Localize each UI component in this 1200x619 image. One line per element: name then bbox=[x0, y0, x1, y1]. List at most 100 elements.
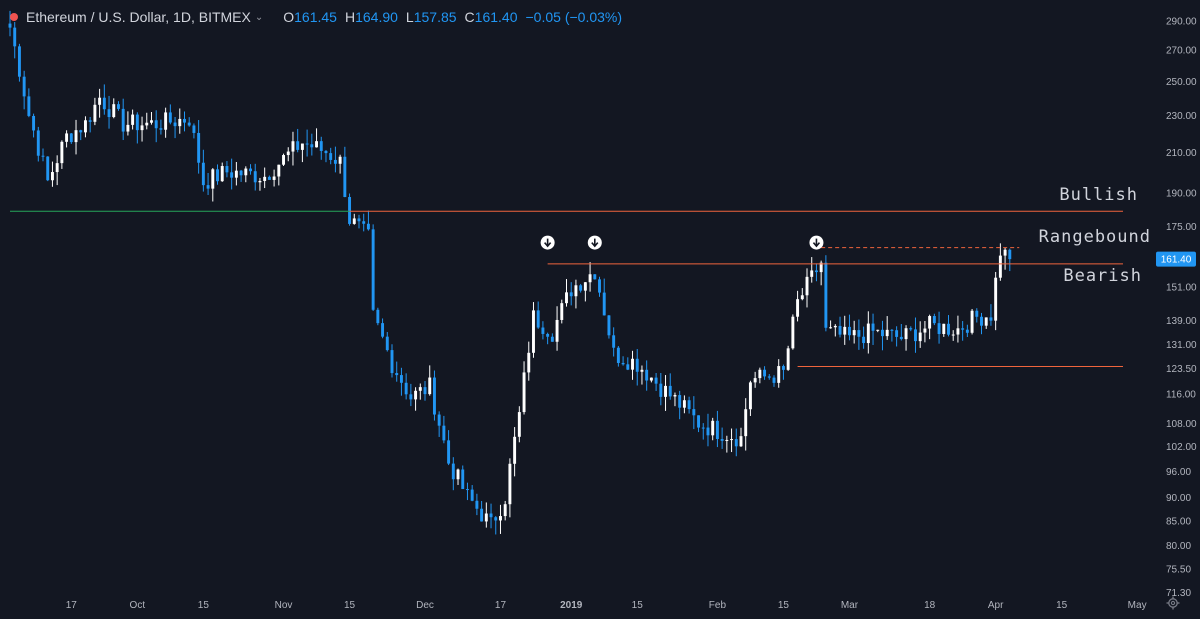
y-tick-label: 96.00 bbox=[1166, 467, 1191, 478]
candle-body bbox=[536, 310, 540, 328]
candle-body bbox=[843, 326, 847, 335]
candle-body bbox=[626, 364, 630, 370]
candle-body bbox=[673, 395, 677, 397]
candle-body bbox=[692, 409, 696, 416]
candle-body bbox=[399, 375, 403, 383]
candle-body bbox=[17, 46, 21, 77]
candle-body bbox=[984, 317, 988, 326]
x-tick-label: Mar bbox=[841, 600, 859, 611]
candle-body bbox=[338, 156, 342, 164]
candle-body bbox=[385, 336, 389, 351]
candle-body bbox=[201, 162, 205, 186]
candle-body bbox=[687, 400, 691, 410]
candle-body bbox=[612, 335, 616, 348]
y-tick-label: 71.30 bbox=[1166, 588, 1191, 599]
symbol-title[interactable]: Ethereum / U.S. Dollar, 1D, BITMEX bbox=[26, 9, 251, 25]
candle-body bbox=[616, 347, 620, 363]
candle-body bbox=[258, 180, 262, 183]
candle-body bbox=[145, 122, 149, 126]
x-axis: 17 Oct 15 Nov 15 Dec 17 2019 15 Feb 15 Mar 18 Apr 15 Ma… bbox=[66, 600, 1147, 611]
candle-body bbox=[22, 76, 26, 97]
candle-body bbox=[720, 439, 724, 441]
candle-body bbox=[150, 120, 153, 123]
candle-body bbox=[348, 197, 352, 224]
candle-body bbox=[32, 115, 36, 131]
candle-body bbox=[315, 141, 319, 148]
candle-body bbox=[753, 378, 757, 383]
candle-body bbox=[362, 221, 366, 224]
candle-body bbox=[1003, 249, 1007, 256]
down-arrow-marker-icon bbox=[809, 235, 824, 250]
candle-body bbox=[343, 156, 347, 198]
gear-icon[interactable] bbox=[1166, 596, 1180, 610]
candle-body bbox=[819, 262, 823, 273]
candle-body bbox=[107, 109, 111, 118]
candle-body bbox=[475, 500, 479, 509]
candle-body bbox=[942, 323, 946, 334]
candle-body bbox=[961, 328, 965, 330]
candle-body bbox=[140, 125, 144, 131]
candle-body bbox=[640, 369, 644, 372]
candle-body bbox=[164, 112, 168, 130]
x-tick-label: 2019 bbox=[560, 600, 583, 611]
x-tick-label: 17 bbox=[495, 600, 507, 611]
candle-body bbox=[451, 463, 455, 480]
y-tick-label: 116.00 bbox=[1166, 390, 1196, 401]
y-tick-label: 230.00 bbox=[1166, 111, 1197, 122]
markers bbox=[540, 235, 824, 250]
candle-body bbox=[272, 176, 276, 180]
candle-body bbox=[376, 309, 380, 324]
candle-body bbox=[786, 348, 790, 370]
x-tick-label: Apr bbox=[988, 600, 1004, 611]
candle-body bbox=[781, 366, 785, 370]
candle-body bbox=[239, 170, 243, 176]
x-tick-label: 15 bbox=[1056, 600, 1068, 611]
candle-body bbox=[890, 329, 894, 331]
chevron-down-icon[interactable]: ⌄ bbox=[254, 11, 264, 23]
candle-body bbox=[791, 316, 795, 349]
candle-body bbox=[465, 489, 469, 491]
candle-body bbox=[470, 489, 474, 501]
x-tick-label: 17 bbox=[66, 600, 78, 611]
market-status-dot bbox=[10, 13, 18, 21]
candle-body bbox=[442, 425, 446, 441]
candle-body bbox=[852, 330, 856, 336]
candle-body bbox=[767, 376, 771, 378]
y-tick-label: 75.50 bbox=[1166, 565, 1191, 576]
candle-body bbox=[197, 132, 201, 163]
candle-body bbox=[423, 387, 427, 395]
candle-body bbox=[814, 270, 818, 273]
candle-body bbox=[522, 372, 526, 413]
candle-body bbox=[83, 120, 87, 133]
candle-body bbox=[220, 166, 224, 182]
candle-body bbox=[253, 171, 257, 183]
candle-body bbox=[267, 176, 271, 180]
candle-body bbox=[126, 124, 130, 132]
candle-body bbox=[249, 168, 252, 172]
y-tick-label: 250.00 bbox=[1166, 77, 1197, 88]
candle-body bbox=[899, 336, 903, 340]
candle-body bbox=[27, 96, 31, 116]
candle-body bbox=[838, 325, 842, 335]
candle-body bbox=[701, 427, 705, 429]
candle-body bbox=[310, 144, 314, 148]
candle-body bbox=[154, 120, 158, 129]
candle-body bbox=[725, 439, 729, 441]
candle-body bbox=[60, 141, 64, 164]
current-price-tag bbox=[1156, 251, 1196, 267]
candle-body bbox=[418, 387, 422, 391]
candle-body bbox=[69, 133, 73, 143]
candle-body bbox=[904, 328, 908, 340]
candle-body bbox=[744, 409, 748, 437]
y-tick-label: 270.00 bbox=[1166, 45, 1197, 56]
candle-body bbox=[244, 168, 248, 176]
candle-body bbox=[871, 323, 875, 331]
candle-body bbox=[404, 382, 408, 395]
candle-body bbox=[800, 295, 804, 300]
x-tick-label: 15 bbox=[632, 600, 644, 611]
candle-body bbox=[758, 369, 762, 379]
candle-body bbox=[748, 382, 752, 410]
candle-body bbox=[74, 130, 78, 143]
